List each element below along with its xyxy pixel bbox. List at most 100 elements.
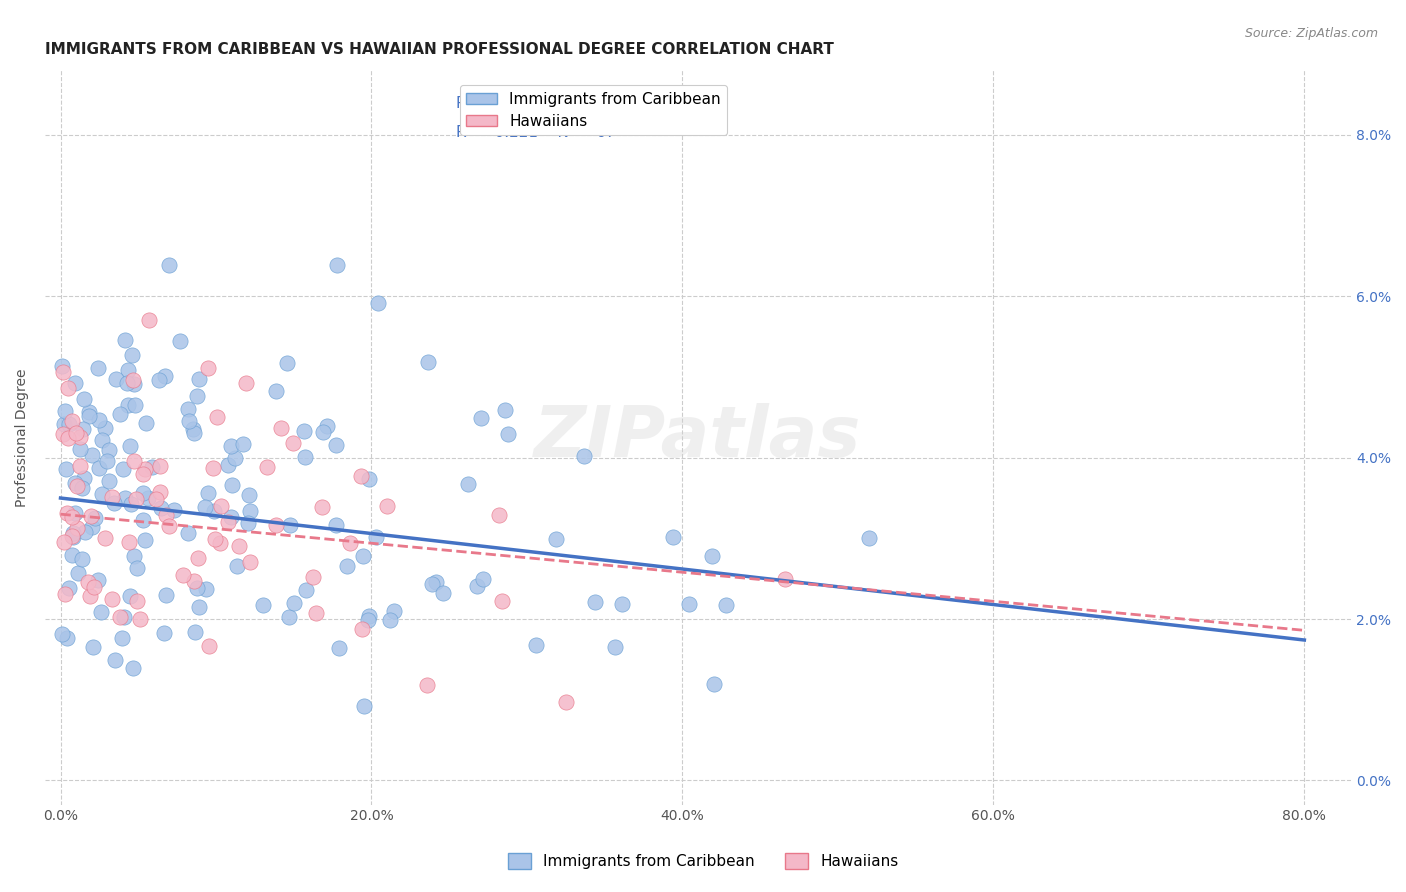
Point: [662, 530, 685, 544]
Point: [132, 467, 155, 481]
Point: [120, 497, 142, 511]
Point: [136, 491, 159, 505]
Point: [117, 362, 139, 376]
Point: [90, 605, 112, 619]
Point: [163, 503, 186, 517]
Point: [219, 439, 242, 453]
Point: [128, 612, 150, 626]
Point: [252, 598, 274, 612]
Point: [96, 453, 118, 467]
Point: [157, 518, 180, 533]
Point: [292, 424, 315, 438]
Point: [125, 594, 148, 608]
Point: [353, 698, 375, 713]
Point: [66, 478, 89, 492]
Point: [132, 486, 155, 500]
Point: [60, 510, 83, 524]
Point: [69, 442, 91, 457]
Point: [110, 609, 132, 624]
Point: [101, 592, 124, 607]
Point: [221, 477, 243, 491]
Point: [153, 626, 176, 640]
Point: [69, 430, 91, 444]
Point: [183, 425, 205, 440]
Point: [52, 365, 75, 379]
Point: [183, 574, 205, 589]
Point: [235, 376, 257, 390]
Point: [127, 560, 149, 574]
Point: [58, 417, 80, 432]
Point: [122, 549, 145, 563]
Point: [91, 433, 114, 447]
Point: [197, 361, 219, 376]
Point: [122, 376, 145, 391]
Point: [155, 508, 177, 522]
Point: [470, 410, 492, 425]
Point: [60, 414, 83, 428]
Point: [209, 536, 232, 550]
Point: [125, 491, 148, 506]
Point: [605, 640, 627, 654]
Point: [132, 512, 155, 526]
Point: [416, 678, 439, 692]
Point: [73, 471, 96, 485]
Point: [336, 559, 359, 574]
Point: [187, 599, 209, 614]
Point: [150, 501, 173, 516]
Point: [82, 519, 104, 533]
Text: ZIPatlas: ZIPatlas: [534, 403, 862, 472]
Point: [177, 525, 200, 540]
Point: [77, 405, 100, 419]
Point: [62, 525, 84, 540]
Point: [66, 566, 89, 580]
Point: [169, 334, 191, 348]
Point: [226, 558, 249, 573]
Point: [138, 313, 160, 327]
Point: [702, 549, 724, 563]
Point: [217, 458, 239, 473]
Point: [311, 500, 333, 515]
Point: [544, 532, 567, 546]
Point: [266, 517, 288, 532]
Point: [181, 422, 204, 436]
Point: [357, 472, 380, 486]
Point: [82, 449, 104, 463]
Point: [236, 516, 259, 531]
Point: [157, 258, 180, 272]
Point: [232, 436, 254, 450]
Point: [195, 582, 218, 597]
Point: [153, 369, 176, 384]
Point: [498, 426, 520, 441]
Point: [188, 372, 211, 386]
Point: [714, 598, 737, 612]
Point: [141, 460, 163, 475]
Point: [114, 491, 136, 505]
Point: [357, 613, 380, 627]
Point: [494, 402, 516, 417]
Point: [53, 417, 76, 432]
Point: [858, 531, 880, 545]
Point: [118, 534, 141, 549]
Point: [316, 419, 339, 434]
Point: [339, 536, 361, 550]
Point: [239, 555, 262, 569]
Point: [703, 677, 725, 691]
Point: [207, 409, 229, 424]
Point: [53, 587, 76, 601]
Point: [56, 381, 79, 395]
Point: [72, 481, 94, 495]
Point: [155, 588, 177, 602]
Point: [375, 499, 398, 513]
Point: [554, 694, 576, 708]
Point: [149, 485, 172, 500]
Point: [84, 510, 107, 524]
Point: [418, 354, 440, 368]
Point: [472, 572, 495, 586]
Point: [572, 449, 595, 463]
Point: [56, 631, 79, 645]
Point: [177, 414, 200, 428]
Point: [204, 532, 226, 546]
Point: [134, 462, 156, 476]
Point: [114, 333, 136, 347]
Y-axis label: Professional Degree: Professional Degree: [15, 368, 30, 507]
